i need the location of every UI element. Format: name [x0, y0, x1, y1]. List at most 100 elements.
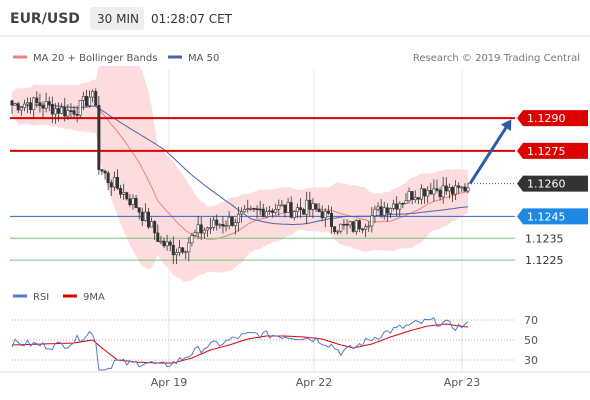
candle	[240, 207, 244, 223]
candle	[50, 96, 54, 124]
candle	[125, 191, 129, 201]
date-label: Apr 23	[444, 376, 481, 389]
candle-body	[205, 227, 209, 231]
candle	[41, 101, 45, 118]
candle	[75, 105, 79, 123]
candle-body	[215, 219, 219, 226]
rsi-ma-line	[11, 323, 469, 364]
candle-body	[221, 224, 225, 227]
candle	[159, 235, 163, 245]
candle	[292, 210, 296, 221]
candle	[196, 215, 200, 239]
candle	[280, 200, 284, 207]
candle	[181, 246, 185, 255]
candle	[91, 89, 95, 103]
candle-body	[454, 185, 458, 195]
candle	[63, 97, 67, 122]
candle	[236, 206, 240, 232]
rsi-tick-label: 50	[524, 334, 538, 347]
candle	[466, 182, 470, 194]
candle	[308, 191, 312, 217]
candle	[137, 207, 141, 220]
candlestick-series	[10, 88, 470, 265]
candle-body	[47, 101, 51, 105]
candle-body	[261, 208, 265, 218]
candle-body	[78, 100, 82, 116]
candle	[184, 250, 188, 260]
rsi-ma-legend-label: 9MA	[83, 292, 105, 303]
candle-body	[60, 107, 64, 114]
rsi-plot: 70 50 30	[11, 314, 538, 371]
candle-body	[463, 186, 467, 192]
candle	[401, 202, 405, 208]
candle	[168, 239, 172, 252]
candle	[29, 97, 33, 114]
candle	[109, 179, 113, 196]
candle-body	[100, 169, 104, 172]
candle-body	[286, 202, 290, 213]
candle	[143, 203, 147, 222]
candle	[66, 104, 70, 120]
candle	[128, 194, 132, 208]
candle-body	[357, 220, 361, 230]
candle	[264, 207, 268, 219]
candle	[22, 99, 26, 112]
candle	[60, 103, 64, 115]
candle	[345, 219, 349, 235]
candle-body	[146, 211, 150, 228]
candle	[215, 214, 219, 231]
candle-body	[240, 211, 244, 215]
candle	[367, 221, 371, 232]
candle-body	[295, 207, 299, 212]
candle-body	[267, 210, 271, 213]
candle	[112, 171, 116, 191]
candle-body	[388, 208, 392, 214]
candle-body	[444, 185, 448, 192]
candle-body	[450, 186, 454, 195]
level-last_price-badge: 1.1260	[517, 175, 588, 192]
candle-body	[125, 192, 129, 200]
candle	[333, 226, 337, 235]
candle	[103, 169, 107, 180]
date-label: Apr 19	[151, 376, 188, 389]
candle-body	[398, 203, 402, 210]
candle-body	[153, 221, 157, 234]
candle	[271, 208, 275, 218]
candle-body	[19, 107, 23, 111]
candle-body	[333, 226, 337, 233]
candle	[227, 211, 231, 230]
candle-body	[264, 211, 268, 218]
candle	[441, 176, 445, 204]
candle	[354, 219, 358, 235]
candle-body	[122, 192, 126, 195]
candle	[463, 183, 467, 192]
candle	[16, 101, 20, 113]
candle-body	[103, 170, 107, 174]
candle-body	[209, 227, 213, 229]
candle-body	[258, 208, 262, 211]
candle-body	[326, 210, 330, 214]
candle	[78, 99, 82, 119]
candle-body	[435, 188, 439, 191]
candle-body	[227, 216, 231, 227]
candle	[115, 169, 119, 191]
candle-body	[75, 113, 79, 116]
candle	[193, 229, 197, 238]
candle	[171, 236, 175, 265]
candle	[283, 204, 287, 218]
candle	[255, 205, 259, 219]
timeframe-badge[interactable]	[90, 7, 144, 30]
candle	[460, 186, 464, 192]
candle-body	[199, 224, 203, 234]
candle	[339, 223, 343, 234]
candle	[88, 90, 92, 108]
candle-body	[457, 185, 461, 188]
candle-body	[128, 198, 132, 205]
candle-body	[94, 91, 98, 106]
candle	[435, 179, 439, 193]
candle	[323, 208, 327, 228]
candle-body	[283, 204, 287, 213]
candle-body	[466, 187, 470, 192]
candle-body	[156, 232, 160, 242]
